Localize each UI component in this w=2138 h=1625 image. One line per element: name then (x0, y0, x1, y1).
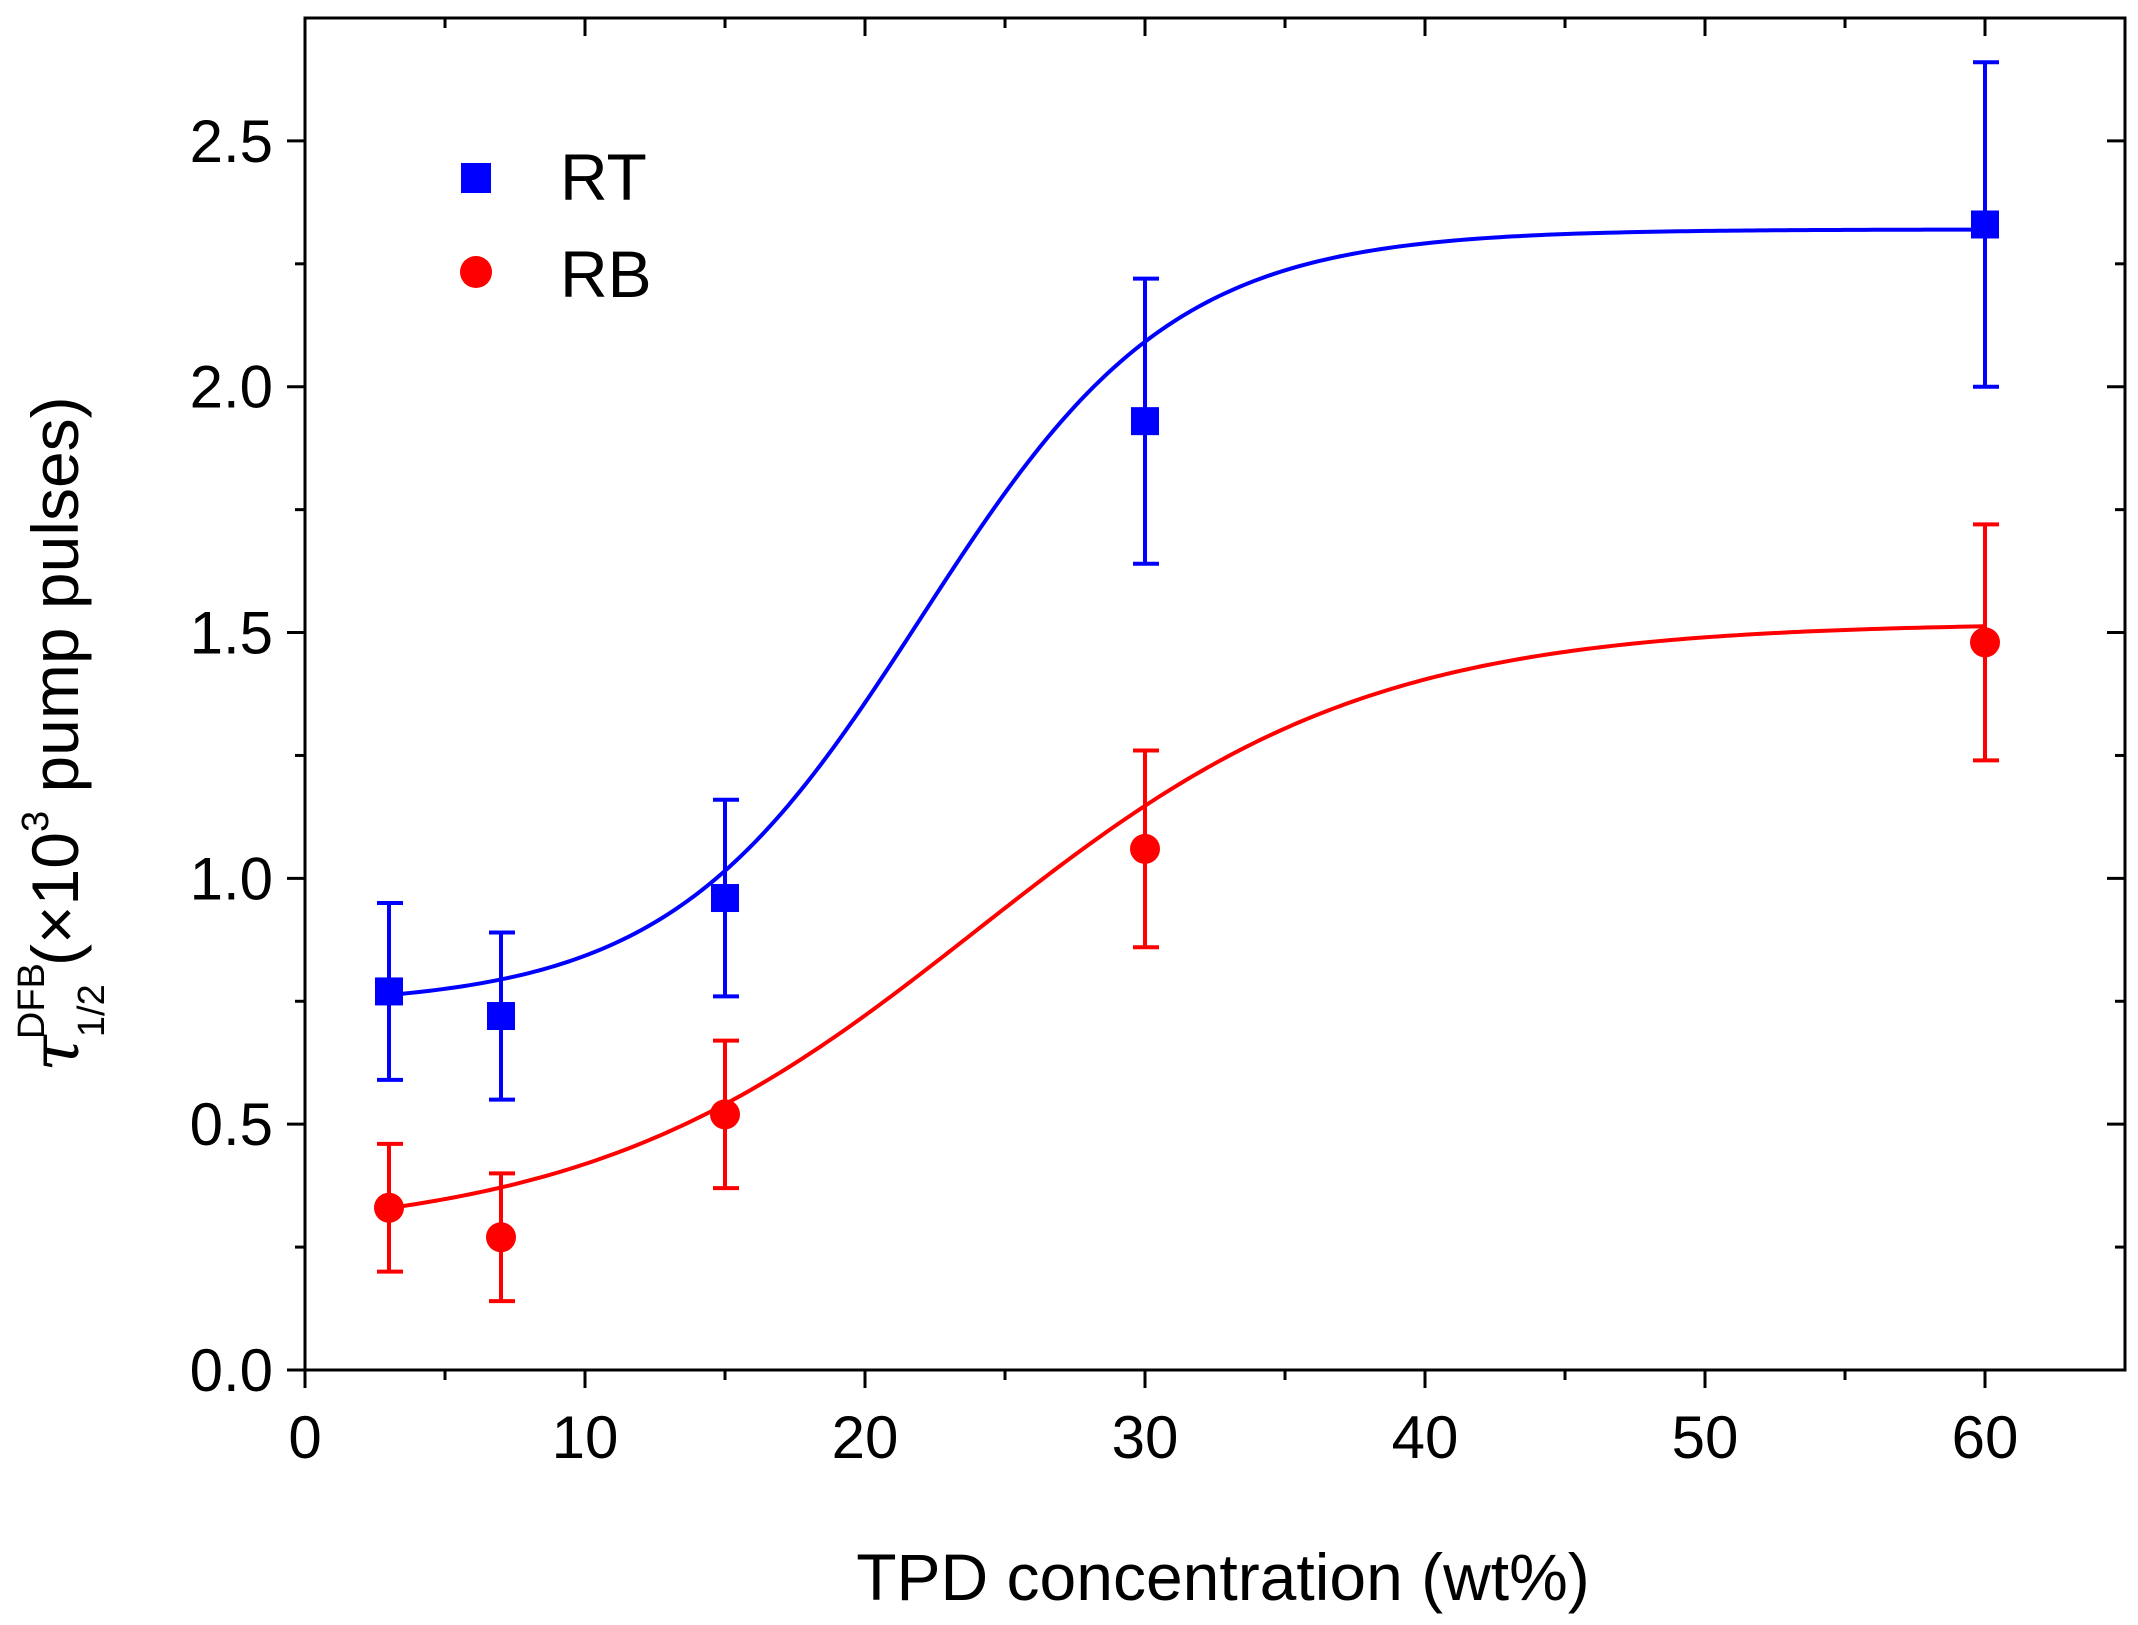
data-point-rt (375, 977, 403, 1006)
data-point-rb (374, 1192, 404, 1223)
legend-label-rb: RB (560, 237, 652, 311)
y-axis-title-subscript: 1/2 (71, 984, 113, 1037)
x-tick-label: 40 (1392, 1404, 1459, 1471)
y-axis-ticks: 0.0 0.5 1.0 1.5 2.0 2.5 (190, 108, 2125, 1404)
data-point-rt (1971, 210, 1999, 239)
data-point-rb (710, 1099, 740, 1130)
x-axis-title: TPD concentration (wt%) (856, 1540, 1590, 1614)
y-tick-label: 0.5 (190, 1091, 273, 1158)
data-point-rb (1970, 627, 2000, 658)
y-tick-label: 2.0 (190, 354, 273, 421)
x-axis-ticks: 0 10 20 30 40 50 60 (288, 18, 2018, 1471)
y-tick-label: 1.0 (190, 845, 273, 912)
legend-label-rt: RT (560, 140, 647, 214)
y-axis-title-exponent: 3 (15, 811, 57, 832)
data-point-rt (1131, 407, 1159, 436)
x-tick-label: 60 (1952, 1404, 2019, 1471)
x-tick-label: 10 (552, 1404, 619, 1471)
fit-curve-rb (388, 624, 1986, 1211)
data-markers (374, 210, 2000, 1253)
y-axis-title-prefix: (×10 (18, 832, 92, 984)
data-point-rt (487, 1002, 515, 1031)
plot-frame (303, 16, 2127, 1372)
legend-marker-rt (461, 163, 491, 193)
data-point-rb (1130, 833, 1160, 864)
data-point-rb (486, 1222, 516, 1253)
y-axis-title-suffix: pump pulses) (18, 396, 92, 811)
y-tick-label: 2.5 (190, 108, 273, 175)
y-tick-label: 1.5 (190, 600, 273, 667)
x-tick-label: 50 (1672, 1404, 1739, 1471)
data-point-rt (711, 884, 739, 913)
legend: RT RB (460, 140, 652, 311)
x-tick-label: 0 (288, 1404, 321, 1471)
y-axis-title: τDFB 1/2 (×103 pump pulses) (11, 396, 113, 1071)
x-tick-label: 20 (832, 1404, 899, 1471)
fit-curve-rt (388, 227, 1986, 997)
x-tick-label: 30 (1112, 1404, 1179, 1471)
legend-marker-rb (460, 256, 492, 288)
y-axis-title-superscript: DFB (11, 963, 53, 1039)
y-tick-label: 0.0 (190, 1337, 273, 1404)
y-axis-title-symbol: τ (17, 1034, 94, 1072)
fit-curves (388, 227, 1986, 1211)
